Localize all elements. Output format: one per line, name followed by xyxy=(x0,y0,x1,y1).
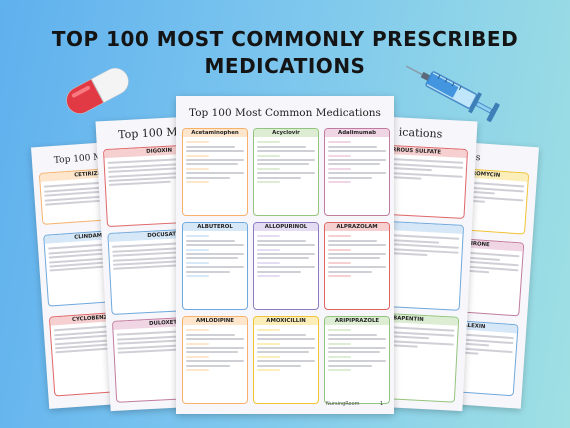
card-title: Adalimumab xyxy=(325,129,389,137)
sheet-title: Top 100 M xyxy=(117,125,178,142)
card-title: Acetaminophen xyxy=(183,129,247,137)
sheet-footer: NursingRoom xyxy=(326,401,360,407)
center-sheet: Top 100 Most Common Medications Acetamin… xyxy=(176,96,394,414)
card-acetaminophen: Acetaminophen xyxy=(182,128,248,216)
card-title: ALPRAZOLAM xyxy=(325,223,389,231)
sheet-title: Top 100 Most Common Medications xyxy=(189,107,381,119)
headline: TOP 100 MOST COMMONLY PRESCRIBED MEDICAT… xyxy=(0,26,570,80)
sheet-title: ications xyxy=(398,125,443,141)
headline-line-2: MEDICATIONS xyxy=(204,54,366,78)
card-alprazolam: ALPRAZOLAM xyxy=(324,222,390,310)
card-acyclovir: Acyclovir xyxy=(253,128,319,216)
card-albuterol: ALBUTEROL xyxy=(182,222,248,310)
card-amlodipine: AMLODIPINE xyxy=(182,316,248,404)
card-title: AMLODIPINE xyxy=(183,317,247,325)
headline-line-1: TOP 100 MOST COMMONLY PRESCRIBED xyxy=(51,27,519,51)
card-allopurinol: ALLOPURINOL xyxy=(253,222,319,310)
card-title: ARIPIPRAZOLE xyxy=(325,317,389,325)
card-adalimumab: Adalimumab xyxy=(324,128,390,216)
card-title: Acyclovir xyxy=(254,129,318,137)
syringe-icon xyxy=(405,65,500,123)
card-aripiprazole: ARIPIPRAZOLE xyxy=(324,316,390,404)
card-amoxicillin: AMOXICILLIN xyxy=(253,316,319,404)
card-title: ALBUTEROL xyxy=(183,223,247,231)
pill-capsule-icon xyxy=(66,67,129,114)
card-title: AMOXICILLIN xyxy=(254,317,318,325)
page-number: 1 xyxy=(380,401,384,407)
card-title: ALLOPURINOL xyxy=(254,223,318,231)
sheet-title: Top 100 M xyxy=(53,152,103,166)
